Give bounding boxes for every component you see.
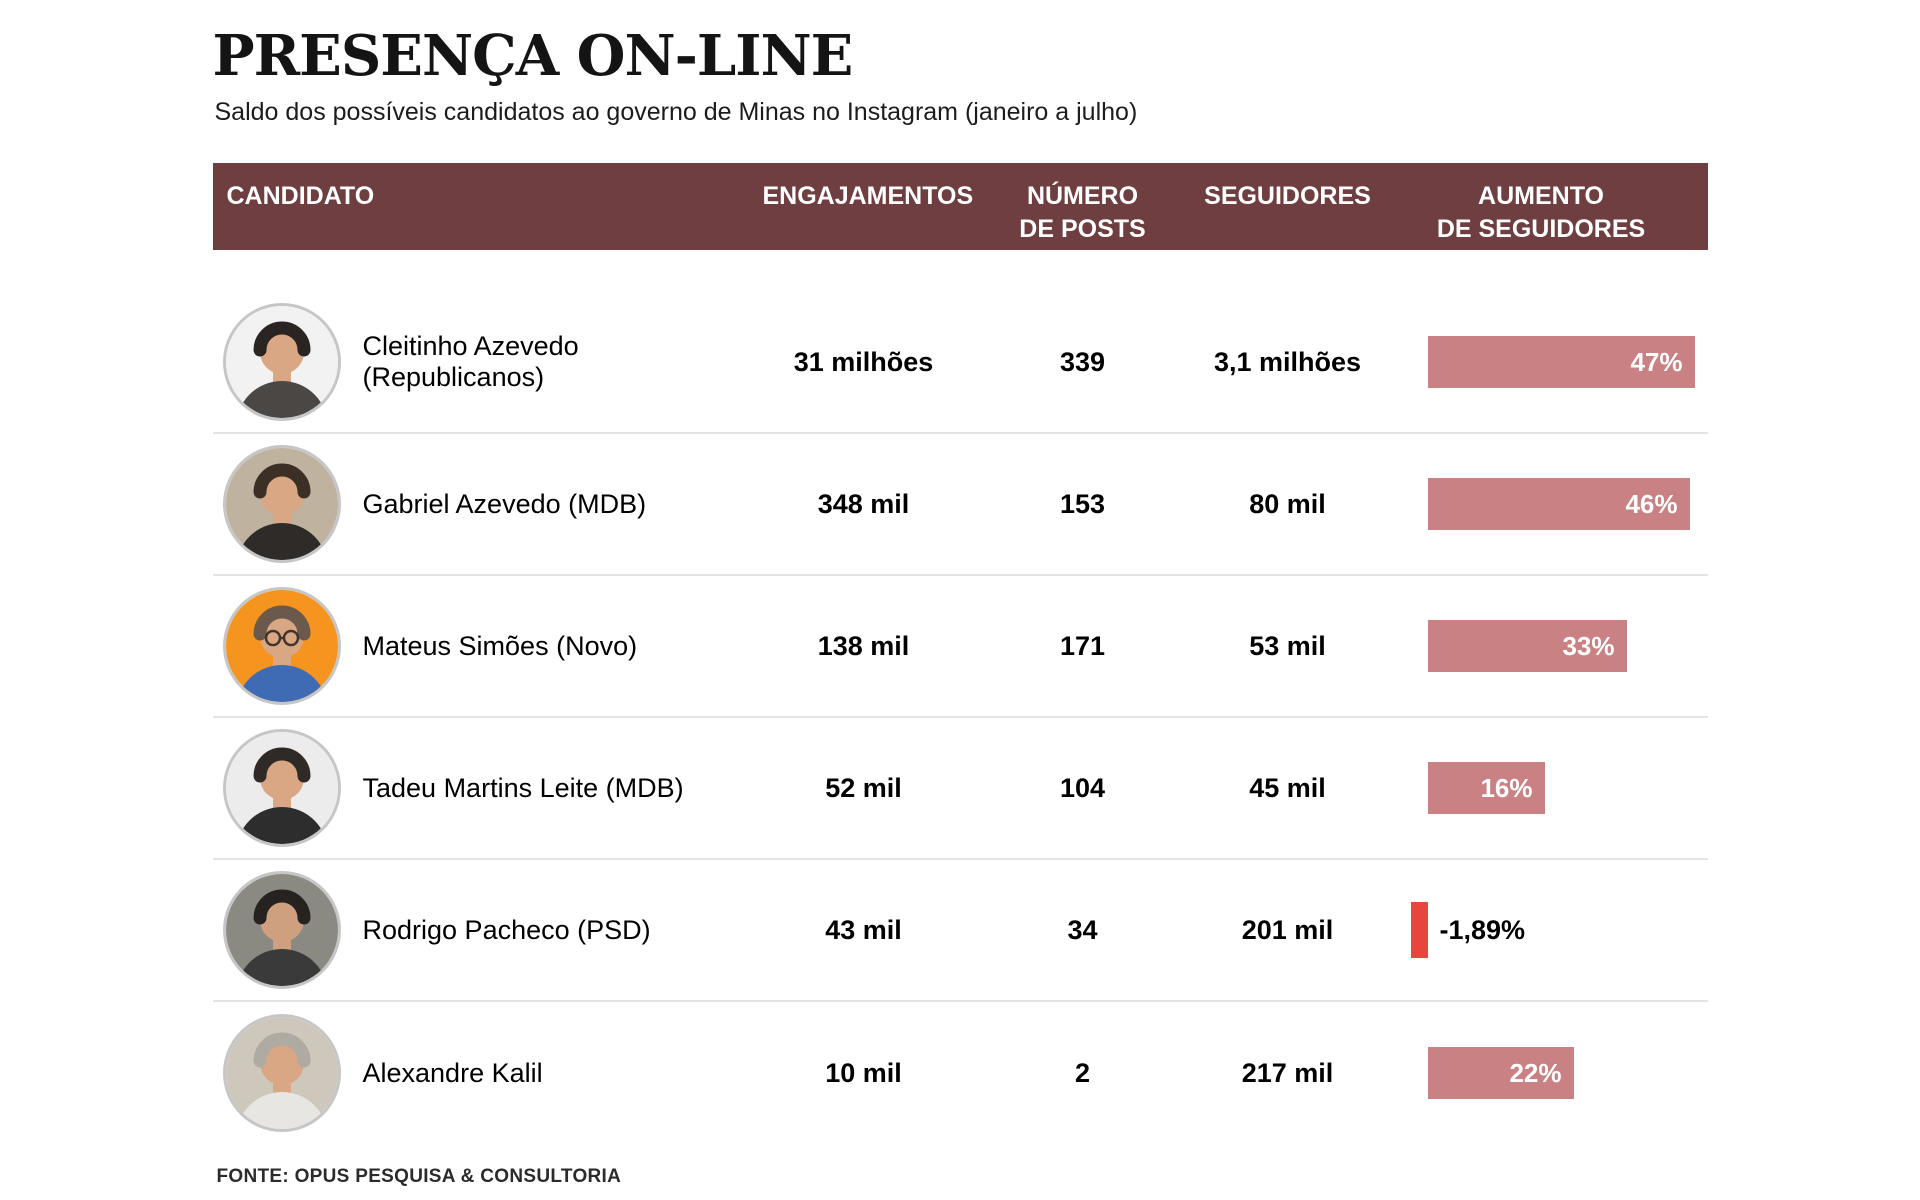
growth-bar-label: 22% <box>1509 1057 1562 1088</box>
person-silhouette-icon <box>225 306 338 418</box>
candidate-name: Gabriel Azevedo (MDB) <box>362 488 647 519</box>
growth-bar-label: 16% <box>1480 772 1533 803</box>
posts-value: 153 <box>1059 488 1106 519</box>
candidate-name: Alexandre Kalil <box>362 1057 543 1088</box>
avatar-head <box>259 1041 304 1085</box>
avatar <box>222 871 341 989</box>
followers-value: 53 mil <box>1249 630 1326 661</box>
avatar-hair <box>253 463 310 499</box>
avatar <box>222 729 341 847</box>
person-silhouette-icon <box>225 448 338 560</box>
person-silhouette-icon <box>225 874 338 986</box>
growth-bar-label: 33% <box>1562 630 1615 661</box>
growth-bar: 33% <box>1427 620 1627 672</box>
person-silhouette-icon <box>225 732 338 844</box>
avatar-head <box>259 898 304 942</box>
candidate-name: Tadeu Martins Leite (MDB) <box>362 772 684 803</box>
column-header-aumento-de-seguidores: AUMENTO DE SEGUIDORES <box>1375 180 1708 250</box>
engagements-value: 138 mil <box>817 630 910 661</box>
growth-bar-label: 47% <box>1630 346 1683 377</box>
engagements-value: 348 mil <box>817 488 910 519</box>
source-note: FONTE: OPUS PESQUISA & CONSULTORIA <box>216 1166 622 1187</box>
engagements-value: 10 mil <box>825 1057 902 1088</box>
followers-value: 3,1 milhões <box>1213 346 1362 377</box>
posts-value: 34 <box>1067 914 1098 945</box>
candidate-name: Rodrigo Pacheco (PSD) <box>362 914 651 945</box>
person-silhouette-icon <box>225 1017 338 1129</box>
growth-bar: 22% <box>1427 1047 1574 1099</box>
growth-bar-cell: 47% <box>1375 336 1708 388</box>
growth-bar-cell: 16% <box>1375 762 1708 814</box>
growth-bar-cell: -1,89% <box>1375 902 1708 958</box>
posts-value: 171 <box>1059 630 1106 661</box>
growth-bar: 16% <box>1427 762 1545 814</box>
avatar-glasses <box>264 629 299 647</box>
column-header-engajamentos: ENGAJAMENTOS <box>762 182 974 210</box>
avatar-hair <box>253 747 310 783</box>
table-row: Gabriel Azevedo (MDB) 348 mil 153 80 mil… <box>212 434 1708 576</box>
column-header-seguidores: SEGUIDORES <box>1204 182 1371 210</box>
negative-growth-label: -1,89% <box>1439 914 1526 945</box>
followers-value: 201 mil <box>1241 914 1334 945</box>
page-title: PRESENÇA ON-LINE <box>212 23 854 89</box>
column-header-numero-de-posts: NÚMERO DE POSTS <box>965 180 1201 250</box>
avatar-shoulders <box>236 1092 327 1129</box>
avatar-head <box>259 330 304 374</box>
person-silhouette-icon <box>225 590 338 702</box>
avatar-head <box>259 614 304 658</box>
engagements-value: 43 mil <box>825 914 902 945</box>
table-row: Mateus Simões (Novo) 138 mil 171 53 mil … <box>212 576 1708 718</box>
growth-bar-cell: 46% <box>1375 478 1708 530</box>
table-body: Cleitinho Azevedo (Republicanos) 31 milh… <box>212 292 1708 1144</box>
column-header-line2: DE POSTS <box>1019 215 1146 243</box>
avatar-head <box>259 756 304 800</box>
column-header-line1: AUMENTO <box>1478 182 1604 210</box>
table-header: CANDIDATO ENGAJAMENTOS NÚMERO DE POSTS S… <box>212 163 1708 250</box>
engagements-value: 31 milhões <box>793 346 934 377</box>
avatar <box>222 587 341 705</box>
column-header-line1: NÚMERO <box>1026 182 1139 210</box>
avatar-shoulders <box>236 807 327 844</box>
avatar-head <box>259 472 304 516</box>
growth-bar: 47% <box>1427 336 1695 388</box>
column-header-candidato: CANDIDATO <box>226 182 375 210</box>
candidate-name: Mateus Simões (Novo) <box>362 630 638 661</box>
table-row: Tadeu Martins Leite (MDB) 52 mil 104 45 … <box>212 718 1708 860</box>
posts-value: 2 <box>1074 1057 1091 1088</box>
avatar-hair <box>253 321 310 357</box>
avatar-shoulders <box>236 949 327 986</box>
avatar-hair <box>253 889 310 925</box>
followers-value: 217 mil <box>1241 1057 1334 1088</box>
avatar-shoulders <box>236 665 327 702</box>
growth-bar-cell: 22% <box>1375 1047 1708 1099</box>
growth-bar: 46% <box>1427 478 1690 530</box>
avatar <box>222 303 341 421</box>
avatar <box>222 1014 341 1132</box>
candidate-name: Cleitinho Azevedo (Republicanos) <box>362 331 579 392</box>
table-row: Cleitinho Azevedo (Republicanos) 31 milh… <box>212 292 1708 434</box>
posts-value: 104 <box>1059 772 1106 803</box>
avatar <box>222 445 341 563</box>
subtitle: Saldo dos possíveis candidatos ao govern… <box>214 98 1138 126</box>
avatar-shoulders <box>236 381 327 418</box>
growth-bar-cell: 33% <box>1375 620 1708 672</box>
followers-value: 80 mil <box>1249 488 1326 519</box>
negative-growth-bar <box>1410 902 1428 958</box>
avatar-hair <box>253 605 310 641</box>
growth-bar-label: 46% <box>1625 488 1678 519</box>
table-row: Alexandre Kalil 10 mil 2 217 mil 22% <box>213 1002 1708 1144</box>
followers-value: 45 mil <box>1249 772 1326 803</box>
table-row: Rodrigo Pacheco (PSD) 43 mil 34 201 mil … <box>212 860 1708 1002</box>
infographic: PRESENÇA ON-LINE Saldo dos possíveis can… <box>212 0 1708 1188</box>
column-header-line2: DE SEGUIDORES <box>1436 215 1646 243</box>
posts-value: 339 <box>1059 346 1106 377</box>
engagements-value: 52 mil <box>825 772 902 803</box>
avatar-shoulders <box>236 523 327 560</box>
avatar-hair <box>253 1032 310 1068</box>
